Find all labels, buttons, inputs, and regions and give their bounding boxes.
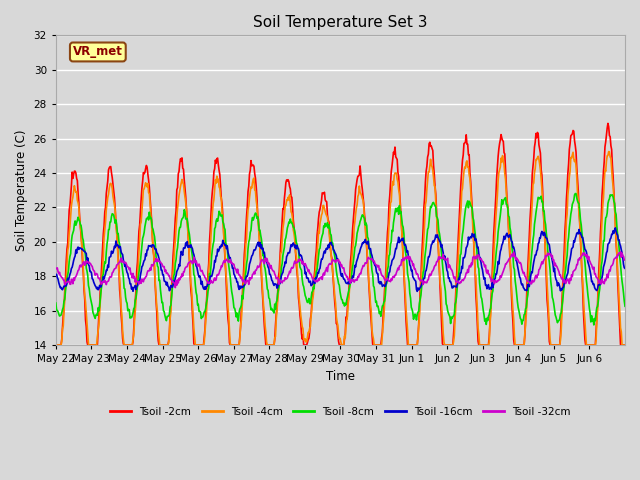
X-axis label: Time: Time bbox=[326, 370, 355, 383]
Tsoil -4cm bbox=[223, 287, 231, 293]
Line: Tsoil -32cm: Tsoil -32cm bbox=[56, 252, 625, 288]
Tsoil -4cm bbox=[273, 308, 281, 313]
Tsoil -16cm bbox=[611, 225, 619, 231]
Tsoil -4cm bbox=[621, 342, 629, 348]
Tsoil -16cm bbox=[621, 265, 629, 271]
Tsoil -32cm bbox=[432, 263, 440, 268]
Tsoil -2cm bbox=[399, 254, 407, 260]
Tsoil -8cm bbox=[399, 224, 407, 230]
Tsoil -16cm bbox=[252, 247, 259, 252]
Line: Tsoil -4cm: Tsoil -4cm bbox=[56, 152, 625, 345]
Tsoil -2cm bbox=[604, 120, 612, 126]
Tsoil -32cm bbox=[621, 257, 629, 263]
Tsoil -32cm bbox=[119, 258, 127, 264]
Tsoil -2cm bbox=[431, 183, 439, 189]
Tsoil -2cm bbox=[119, 336, 127, 341]
Tsoil -8cm bbox=[431, 203, 439, 209]
Tsoil -2cm bbox=[252, 175, 259, 181]
Tsoil -16cm bbox=[413, 288, 421, 294]
Tsoil -8cm bbox=[572, 191, 579, 196]
Tsoil -16cm bbox=[399, 235, 407, 241]
Tsoil -32cm bbox=[252, 267, 260, 273]
Tsoil -8cm bbox=[273, 298, 281, 304]
Tsoil -32cm bbox=[224, 259, 232, 264]
Text: VR_met: VR_met bbox=[73, 46, 123, 59]
Tsoil -32cm bbox=[52, 266, 60, 272]
Tsoil -16cm bbox=[119, 252, 127, 257]
Line: Tsoil -2cm: Tsoil -2cm bbox=[56, 123, 625, 345]
Tsoil -16cm bbox=[273, 285, 281, 291]
Tsoil -32cm bbox=[617, 249, 625, 255]
Tsoil -2cm bbox=[621, 342, 629, 348]
Tsoil -4cm bbox=[605, 149, 612, 155]
Tsoil -32cm bbox=[172, 285, 179, 290]
Tsoil -2cm bbox=[52, 342, 60, 348]
Tsoil -2cm bbox=[273, 304, 281, 310]
Tsoil -8cm bbox=[223, 245, 231, 251]
Tsoil -16cm bbox=[432, 232, 440, 238]
Tsoil -32cm bbox=[400, 258, 408, 264]
Tsoil -8cm bbox=[590, 322, 598, 328]
Tsoil -8cm bbox=[252, 210, 259, 216]
Tsoil -4cm bbox=[399, 251, 407, 256]
Tsoil -8cm bbox=[52, 300, 60, 306]
Tsoil -16cm bbox=[223, 243, 231, 249]
Tsoil -16cm bbox=[52, 272, 60, 277]
Tsoil -8cm bbox=[119, 268, 127, 274]
Tsoil -8cm bbox=[621, 303, 629, 309]
Title: Soil Temperature Set 3: Soil Temperature Set 3 bbox=[253, 15, 428, 30]
Tsoil -4cm bbox=[119, 328, 127, 334]
Line: Tsoil -8cm: Tsoil -8cm bbox=[56, 193, 625, 325]
Tsoil -4cm bbox=[52, 342, 60, 348]
Y-axis label: Soil Temperature (C): Soil Temperature (C) bbox=[15, 130, 28, 251]
Tsoil -2cm bbox=[223, 304, 231, 310]
Legend: Tsoil -2cm, Tsoil -4cm, Tsoil -8cm, Tsoil -16cm, Tsoil -32cm: Tsoil -2cm, Tsoil -4cm, Tsoil -8cm, Tsoi… bbox=[106, 403, 575, 421]
Tsoil -4cm bbox=[252, 188, 259, 194]
Tsoil -32cm bbox=[274, 275, 282, 280]
Line: Tsoil -16cm: Tsoil -16cm bbox=[56, 228, 625, 291]
Tsoil -4cm bbox=[431, 184, 439, 190]
